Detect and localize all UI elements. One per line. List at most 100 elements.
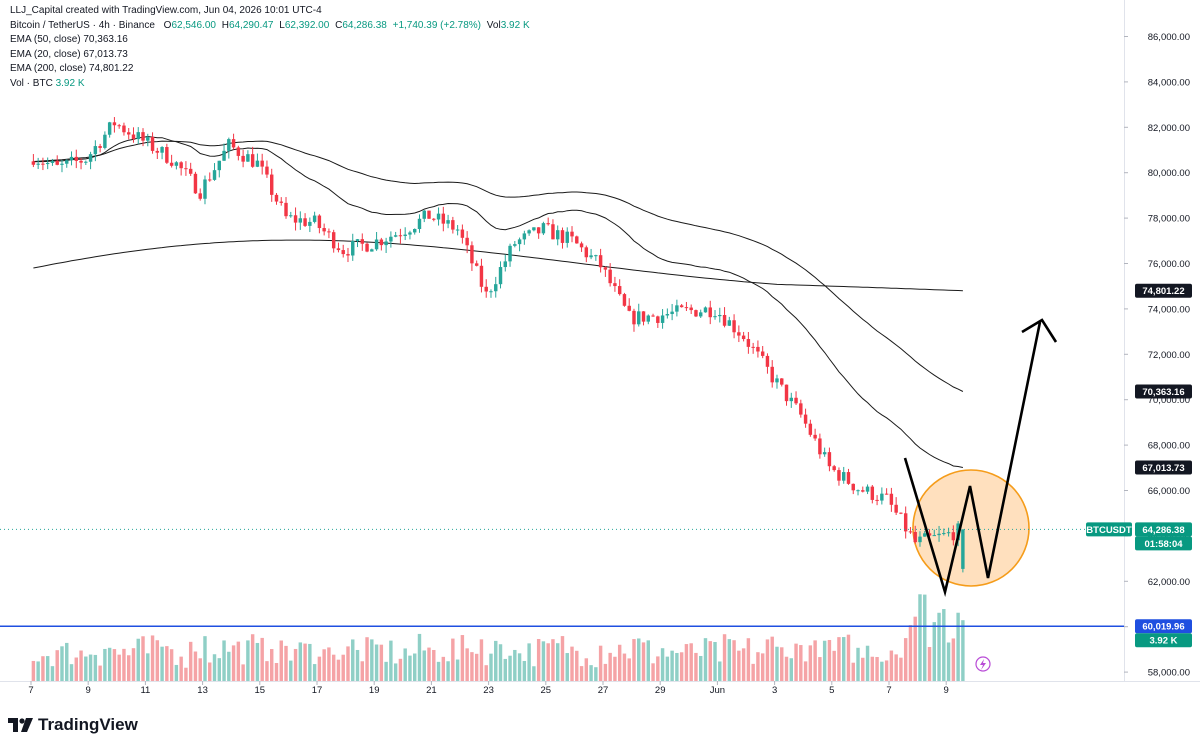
volume-bar [556,643,560,681]
ema50-label: EMA (50, close) [10,34,81,45]
indicator-ema20[interactable]: EMA (20, close) 67,013.73 [10,48,530,63]
volume-bar [827,639,832,681]
volume-bar [813,640,817,681]
candle-body [780,378,784,385]
volume-bar [289,660,293,681]
price-tick-label: 66,000.00 [1148,486,1190,497]
price-tick-label: 76,000.00 [1148,259,1190,270]
volume-bar [351,639,355,681]
volume-label: Vol · BTC [10,77,53,89]
volume-bar [517,653,522,681]
volume-bar [679,652,684,681]
vol-label: Vol [486,19,501,31]
last-price-tag-label: 64,286.38 [1142,525,1184,536]
volume-bar [212,654,217,681]
candle-body [942,533,946,535]
candle-body [408,232,412,235]
volume-bar [403,648,407,681]
candle-body [837,470,841,481]
volume-bar [713,641,717,681]
candle-body [637,311,641,325]
volume-bar [422,650,426,681]
price-tick-label: 62,000.00 [1148,577,1190,588]
candle-body [699,312,703,317]
candle-body [961,529,965,569]
candle-body [422,210,426,219]
open-label: O [163,19,172,31]
volume-bar [346,646,350,681]
volume-bar [756,652,760,681]
candle-body [770,366,774,383]
candle-body [951,532,956,541]
candle-body [842,472,846,481]
time-axis[interactable]: 7 9 11 13 15 17 19 21 23 25 27 29 Jun 3 5 7 9 [0,681,1200,696]
candle-body [117,125,121,127]
volume-bar [360,661,364,681]
indicator-ema50[interactable]: EMA (50, close) 70,363.16 [10,33,530,48]
volume-bar [103,648,107,681]
high-value: 64,290.47 [228,19,274,31]
candle-body [718,314,722,317]
candle-body [265,166,269,175]
volume-bar [303,643,307,681]
candle-body [255,160,260,167]
volume-bar [231,645,236,681]
volume-bar [398,658,403,681]
symbol-tag-label: BTCUSDT [1086,525,1132,536]
volume-bar [770,636,774,681]
candle-body [551,224,555,240]
volume-bar [455,659,460,681]
volume-bar [98,665,102,681]
close-value: 64,286.38 [342,19,387,31]
volume-bar [227,651,231,681]
volume-bar [818,657,822,681]
volume-bar [169,649,174,681]
volume-bar [274,662,279,681]
candle-body [560,230,565,243]
candle-body [98,146,102,148]
price-axis[interactable]: 86,000.00 84,000.00 82,000.00 80,000.00 78,0… [1124,0,1190,681]
candle-body [327,231,331,233]
candle-body [503,261,507,268]
candle-body [370,249,374,252]
volume-bar [627,658,631,681]
time-tick-label: 27 [598,685,609,696]
volume-bar [79,650,83,681]
volume-bar [193,651,198,681]
candle-body [923,533,927,537]
volume-bar [165,646,169,681]
time-tick-label: 25 [541,685,552,696]
volume-bar [822,640,827,681]
candle-body [227,139,231,151]
price-tick-label: 86,000.00 [1148,32,1190,43]
candle-body [589,255,593,258]
indicator-volume[interactable]: Vol · BTC 3.92 K [10,77,530,92]
indicator-ema200[interactable]: EMA (200, close) 74,801.22 [10,62,530,77]
candle-body [336,248,341,251]
candle-body [532,227,536,231]
support-tag-bg [1135,619,1192,634]
candle-body [169,162,174,166]
volume-bar [889,650,894,681]
candle-body [889,493,894,505]
candle-body [937,533,941,536]
volume-bar [188,641,193,681]
candle-body [594,255,598,257]
tradingview-brand[interactable]: TradingView [8,715,138,735]
volume-bar [374,644,379,681]
candle-body [632,310,636,325]
volume-bar [179,656,183,681]
candle-body [656,316,660,323]
price-tick-label: 72,000.00 [1148,350,1190,361]
candle-body [851,483,855,491]
candle-body [155,150,160,153]
candle-body [756,346,760,352]
support-tag-label: 60,019.96 [1142,622,1184,633]
candle-body [474,263,479,266]
ema200-tag-bg [1135,283,1192,298]
price-tick-label: 82,000.00 [1148,123,1190,134]
candle-body [880,493,884,501]
candle-body [675,305,679,312]
time-tick-label: 15 [255,685,266,696]
